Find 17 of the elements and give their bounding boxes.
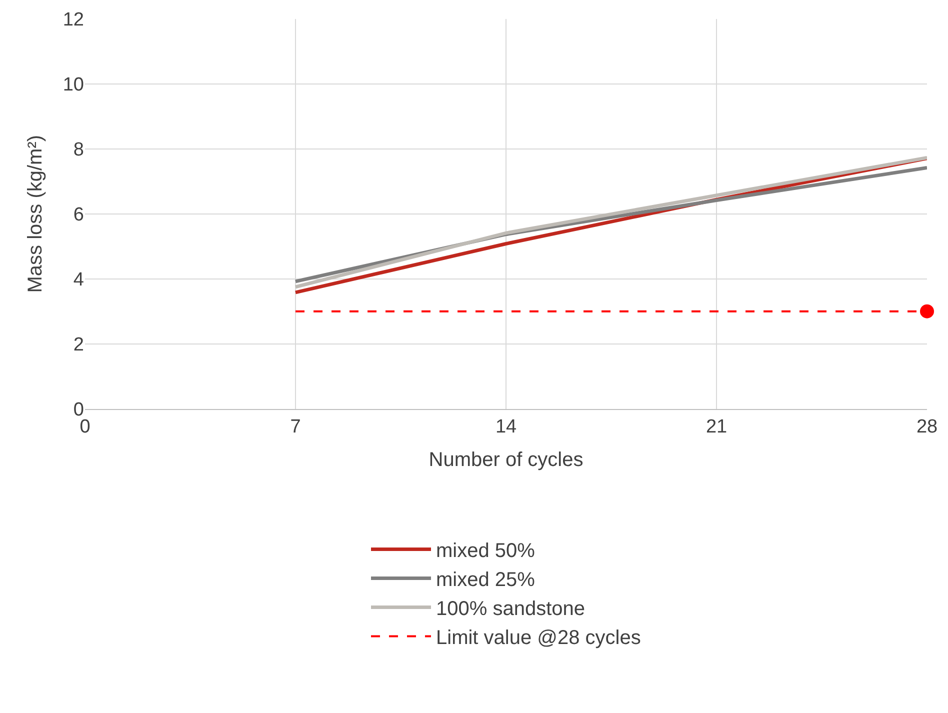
legend-label: mixed 25% bbox=[436, 569, 536, 592]
x-axis-title: Number of cycles bbox=[428, 449, 584, 472]
y-tick-label: 10 bbox=[62, 74, 84, 96]
y-tick-label: 2 bbox=[73, 334, 84, 356]
legend-label: Limit value @28 cycles bbox=[436, 627, 641, 650]
x-tick-label: 21 bbox=[706, 416, 728, 438]
y-tick-label: 8 bbox=[73, 140, 84, 161]
legend-label: 100% sandstone bbox=[436, 598, 586, 620]
x-tick-label: 28 bbox=[916, 416, 938, 438]
y-tick-label: 4 bbox=[73, 269, 84, 290]
y-tick-label: 6 bbox=[73, 204, 84, 226]
legend-label: mixed 50% bbox=[436, 540, 536, 562]
y-axis-title: Mass loss (kg/m²) bbox=[24, 134, 46, 293]
y-tick-label: 12 bbox=[62, 10, 84, 31]
x-tick-label: 14 bbox=[495, 416, 517, 438]
x-tick-label: 7 bbox=[290, 416, 301, 438]
y-tick-label: 0 bbox=[73, 399, 84, 420]
